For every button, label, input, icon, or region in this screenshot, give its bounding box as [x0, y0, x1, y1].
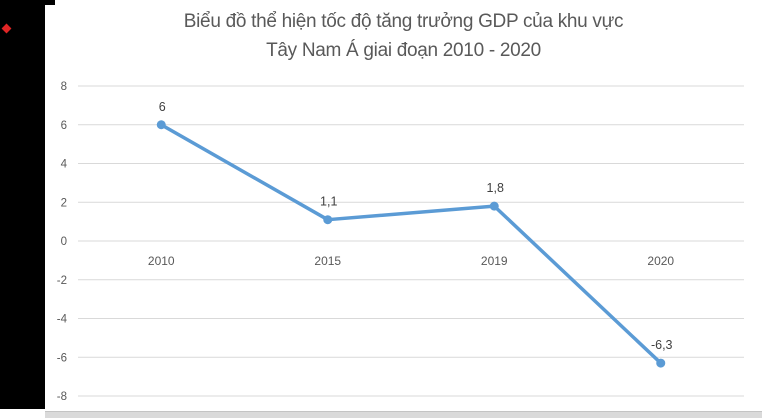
data-point-marker [656, 358, 666, 368]
y-axis-tick-label: 6 [61, 120, 67, 132]
y-axis-tick-label: -6 [57, 352, 67, 364]
chart-title-line-1: Biểu đồ thể hiện tốc độ tăng trưởng GDP … [183, 11, 624, 32]
data-point-marker [156, 120, 166, 130]
x-axis-category-label: 2019 [481, 254, 508, 268]
data-point-label: 1,8 [487, 181, 504, 195]
chart-title: Biểu đồ thể hiện tốc độ tăng trưởng GDP … [45, 7, 762, 65]
data-point-marker [323, 215, 333, 225]
x-axis-category-label: 2010 [148, 254, 175, 268]
data-point-marker [489, 201, 499, 211]
y-axis-tick-label: 2 [61, 197, 67, 209]
left-black-sidebar-notch [45, 0, 55, 5]
data-point-label: 1,1 [320, 195, 337, 209]
gdp-series-line [159, 123, 663, 365]
y-axis-tick-label: 0 [61, 236, 67, 248]
y-axis-tick-label: -8 [57, 391, 67, 403]
data-point-label: 6 [159, 100, 166, 114]
data-point-label: -6,3 [651, 338, 673, 352]
x-axis-category-label: 2015 [314, 254, 341, 268]
y-axis-tick-label: 4 [61, 159, 68, 171]
x-axis-category-label: 2020 [647, 254, 674, 268]
y-axis-tick-label: -4 [57, 314, 68, 326]
y-axis-tick-label: -2 [57, 275, 67, 287]
chart-title-line-2: Tây Nam Á giai đoạn 2010 - 2020 [266, 40, 541, 61]
y-axis-tick-label: 8 [61, 81, 67, 93]
left-black-sidebar [0, 0, 45, 409]
bottom-edge-strip [45, 411, 762, 418]
